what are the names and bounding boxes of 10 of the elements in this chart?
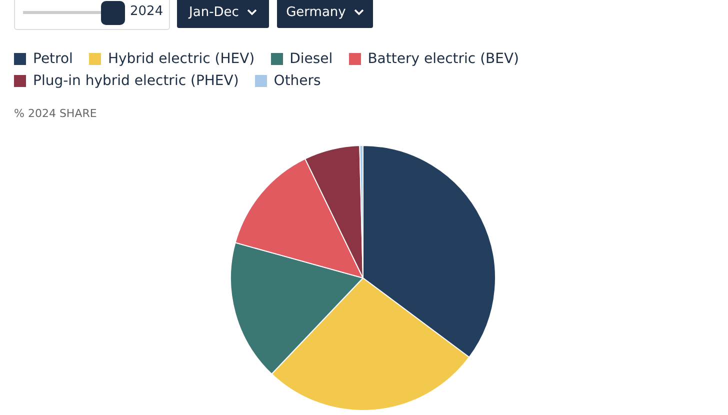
text: Germany [286, 4, 346, 20]
legend-label: Plug-in hybrid electric (PHEV) [33, 73, 239, 89]
legend-label: Battery electric (BEV) [368, 51, 520, 67]
legend-label: Diesel [290, 51, 333, 67]
legend-label: Others [274, 73, 321, 89]
text: % 2024 SHARE [14, 107, 97, 120]
legend-label: Petrol [33, 51, 73, 67]
text: 2024 [130, 4, 164, 19]
legend-label: Hybrid electric (HEV) [108, 51, 255, 67]
text: Jan-Dec [189, 4, 239, 20]
